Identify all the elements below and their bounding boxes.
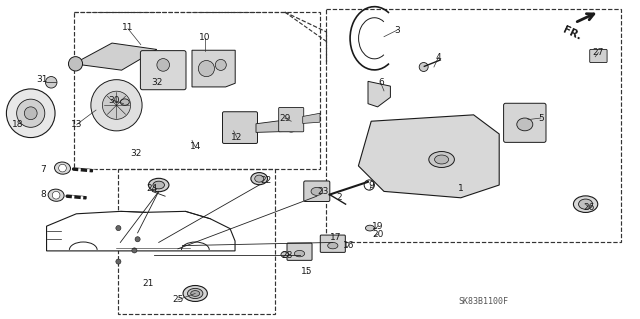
Text: 10: 10	[199, 33, 211, 42]
Text: 26: 26	[583, 203, 595, 212]
Polygon shape	[303, 113, 320, 123]
Polygon shape	[192, 50, 236, 87]
Text: 27: 27	[593, 48, 604, 57]
Text: 6: 6	[378, 78, 383, 87]
FancyBboxPatch shape	[304, 181, 330, 202]
Text: 31: 31	[36, 75, 47, 84]
Circle shape	[198, 61, 214, 77]
Circle shape	[364, 180, 374, 190]
Polygon shape	[47, 211, 235, 251]
Circle shape	[91, 80, 142, 131]
Text: 16: 16	[343, 241, 355, 250]
Ellipse shape	[191, 291, 200, 296]
Ellipse shape	[68, 57, 83, 71]
Circle shape	[419, 63, 428, 71]
Text: 15: 15	[301, 267, 313, 276]
Text: 32: 32	[130, 149, 141, 158]
Text: 18: 18	[12, 120, 24, 129]
Circle shape	[215, 59, 227, 70]
FancyBboxPatch shape	[589, 49, 607, 63]
Circle shape	[17, 99, 45, 127]
Text: 5: 5	[538, 114, 543, 122]
Polygon shape	[368, 81, 390, 107]
Text: 20: 20	[372, 230, 383, 239]
Ellipse shape	[287, 123, 296, 132]
Text: 7: 7	[41, 165, 46, 174]
Circle shape	[157, 59, 170, 71]
Text: SK83B1100F: SK83B1100F	[458, 297, 508, 306]
Polygon shape	[74, 43, 157, 70]
Text: 14: 14	[189, 142, 201, 151]
Circle shape	[102, 91, 131, 119]
FancyBboxPatch shape	[504, 103, 546, 142]
Text: 12: 12	[231, 133, 243, 142]
Ellipse shape	[328, 242, 338, 249]
Text: 21: 21	[143, 279, 154, 288]
Ellipse shape	[148, 178, 169, 192]
Text: 3: 3	[394, 26, 399, 35]
Text: 19: 19	[372, 222, 383, 231]
Ellipse shape	[183, 286, 207, 301]
Ellipse shape	[311, 188, 323, 195]
Ellipse shape	[573, 196, 598, 212]
FancyBboxPatch shape	[278, 108, 304, 132]
Ellipse shape	[48, 189, 64, 201]
Ellipse shape	[153, 181, 164, 189]
Ellipse shape	[429, 152, 454, 167]
Ellipse shape	[120, 99, 129, 105]
Text: 22: 22	[260, 176, 271, 185]
Ellipse shape	[188, 288, 203, 299]
Polygon shape	[358, 115, 499, 198]
Ellipse shape	[435, 155, 449, 164]
Text: 2: 2	[337, 193, 342, 202]
Circle shape	[45, 77, 57, 88]
Text: 25: 25	[172, 295, 184, 304]
Text: 29: 29	[279, 114, 291, 122]
Ellipse shape	[579, 199, 593, 209]
Text: 13: 13	[71, 120, 83, 129]
FancyBboxPatch shape	[287, 243, 312, 260]
Circle shape	[116, 226, 121, 231]
Text: 8: 8	[41, 190, 46, 199]
Ellipse shape	[54, 162, 70, 174]
FancyBboxPatch shape	[320, 235, 346, 252]
Text: 1: 1	[458, 184, 463, 193]
Ellipse shape	[365, 225, 374, 231]
Circle shape	[116, 259, 121, 264]
Text: FR.: FR.	[561, 25, 583, 42]
FancyBboxPatch shape	[223, 112, 257, 144]
Ellipse shape	[251, 173, 268, 185]
Circle shape	[135, 237, 140, 242]
Text: 23: 23	[317, 187, 329, 196]
Text: 24: 24	[146, 184, 157, 193]
Ellipse shape	[517, 118, 532, 131]
Circle shape	[52, 191, 60, 199]
Ellipse shape	[255, 175, 264, 182]
Text: 32: 32	[151, 78, 163, 87]
Ellipse shape	[281, 252, 289, 257]
Ellipse shape	[294, 250, 305, 257]
Circle shape	[59, 164, 67, 172]
Text: 28: 28	[281, 251, 292, 260]
Polygon shape	[256, 120, 288, 132]
Text: 4: 4	[436, 53, 441, 62]
Circle shape	[6, 89, 55, 137]
Text: 17: 17	[330, 233, 342, 242]
FancyBboxPatch shape	[140, 51, 186, 90]
Circle shape	[24, 107, 37, 120]
Text: 30: 30	[108, 96, 120, 105]
Text: 11: 11	[122, 23, 134, 32]
Text: 9: 9	[369, 181, 374, 189]
Circle shape	[132, 248, 137, 253]
